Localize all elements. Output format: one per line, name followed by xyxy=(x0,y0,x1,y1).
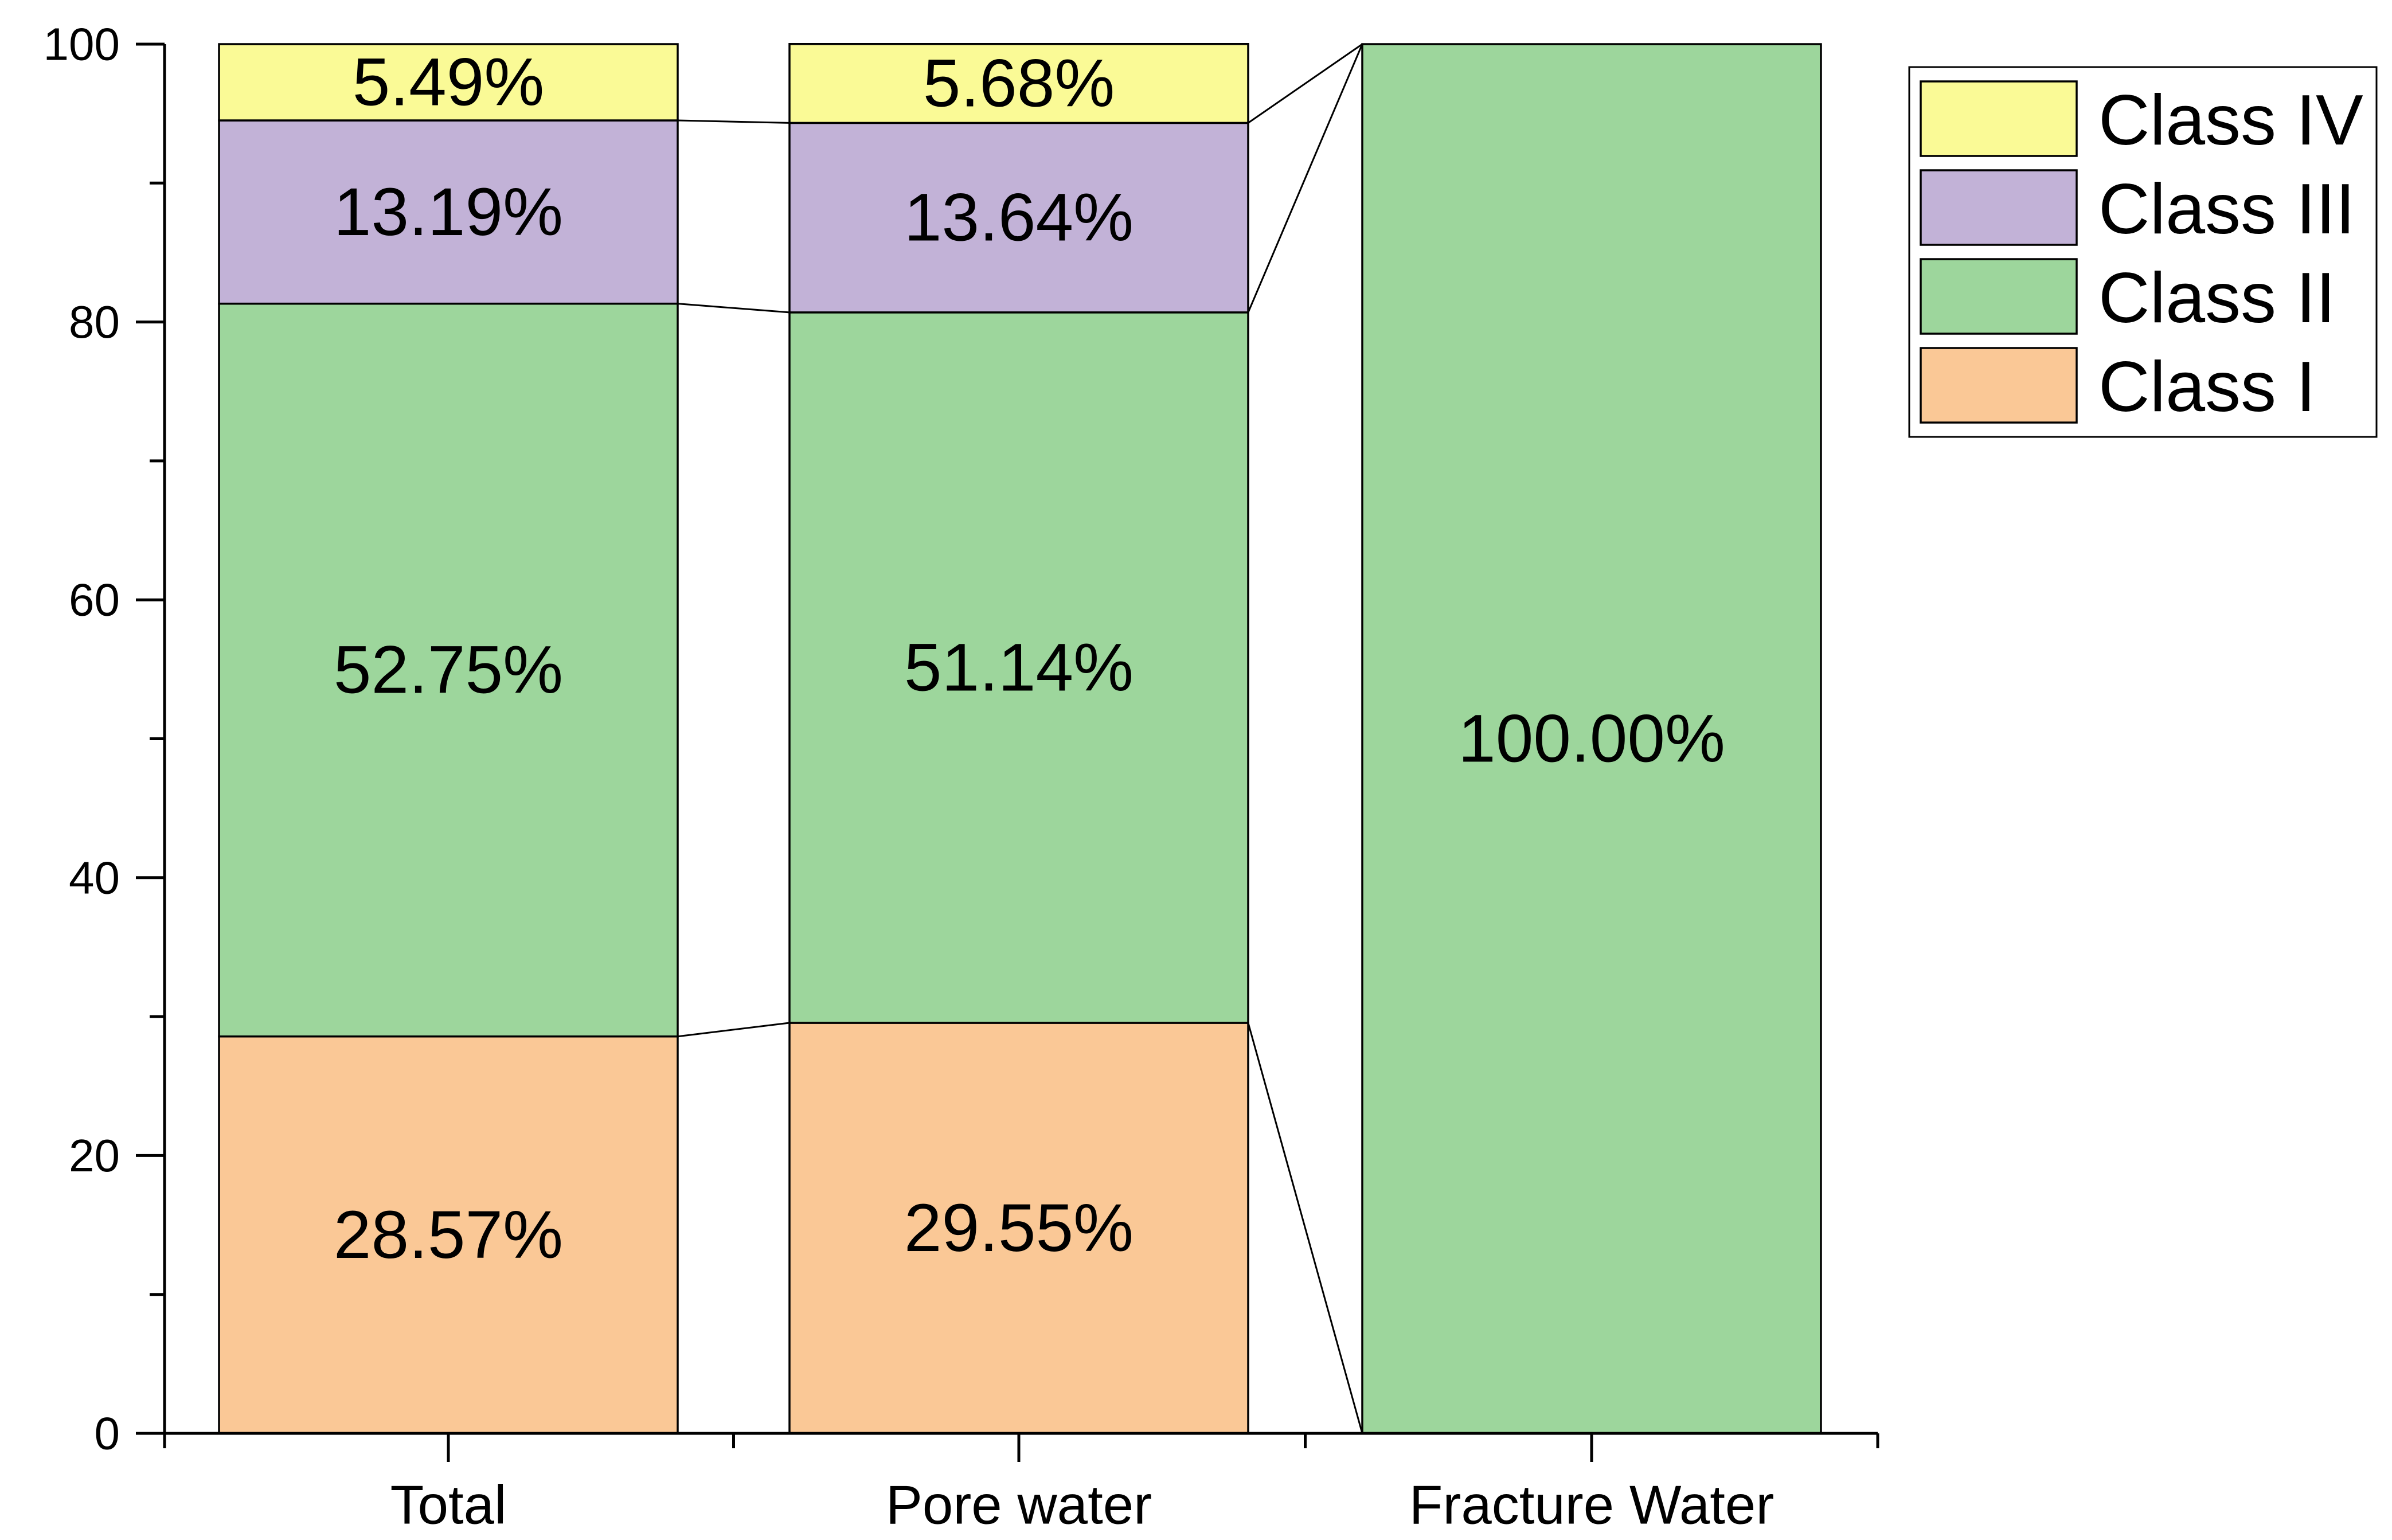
bar-segment-pore-water-class-ii xyxy=(788,311,1249,1024)
connector-line-total-class-ii xyxy=(677,303,790,314)
legend-label-class-iii: Class III xyxy=(2098,170,2355,249)
y-tick-label-20: 20 xyxy=(69,1130,120,1181)
data-label-pore-water-class-ii: 51.14% xyxy=(904,630,1134,705)
connector-line-total-class-iii xyxy=(677,119,790,124)
connector-line-total-class-i xyxy=(677,1022,790,1038)
bar-segment-total-class-ii xyxy=(218,302,679,1038)
bar-segment-total-class-iv xyxy=(218,43,679,122)
data-label-total-class-ii: 52.75% xyxy=(334,632,563,708)
bar-segment-fracture-water-class-ii xyxy=(1361,43,1822,1435)
data-label-total-class-iii: 13.19% xyxy=(334,174,563,250)
x-tick-label-fracture-water: Fracture Water xyxy=(1409,1475,1775,1536)
y-tick-label-40: 40 xyxy=(69,852,120,903)
data-label-pore-water-class-iv: 5.68% xyxy=(923,46,1115,122)
bar-segment-total-class-iii xyxy=(218,119,679,305)
connector-line-pore-water-class-i xyxy=(1247,1022,1363,1434)
bar-segment-total-class-i xyxy=(218,1035,679,1435)
legend-swatch-class-iii xyxy=(1920,169,2078,246)
data-label-fracture-water-class-ii: 100.00% xyxy=(1458,701,1725,777)
connector-line-pore-water-class-ii xyxy=(1247,44,1363,313)
y-tick-label-60: 60 xyxy=(69,574,120,626)
x-tick-label-pore-water: Pore water xyxy=(886,1475,1152,1536)
data-label-pore-water-class-iii: 13.64% xyxy=(904,180,1134,256)
legend-swatch-class-iv xyxy=(1920,80,2078,157)
data-label-total-class-i: 28.57% xyxy=(334,1197,563,1273)
bar-segment-pore-water-class-i xyxy=(788,1022,1249,1435)
legend-swatch-class-ii xyxy=(1920,258,2078,335)
y-tick-label-0: 0 xyxy=(95,1408,120,1459)
legend-label-class-i: Class I xyxy=(2098,347,2316,427)
legend-swatch-class-i xyxy=(1920,347,2078,424)
y-tick-label-80: 80 xyxy=(69,296,120,347)
data-label-total-class-iv: 5.49% xyxy=(353,45,545,120)
legend-label-class-ii: Class II xyxy=(2098,259,2335,338)
legend-label-class-iv: Class IV xyxy=(2098,81,2363,160)
data-label-pore-water-class-i: 29.55% xyxy=(904,1190,1134,1266)
bar-segment-pore-water-class-iii xyxy=(788,122,1249,314)
connector-line-pore-water-class-iii xyxy=(1248,43,1363,124)
bar-segment-pore-water-class-iv xyxy=(788,43,1249,124)
y-tick-label-100: 100 xyxy=(44,19,120,70)
x-tick-label-total: Total xyxy=(390,1475,507,1536)
